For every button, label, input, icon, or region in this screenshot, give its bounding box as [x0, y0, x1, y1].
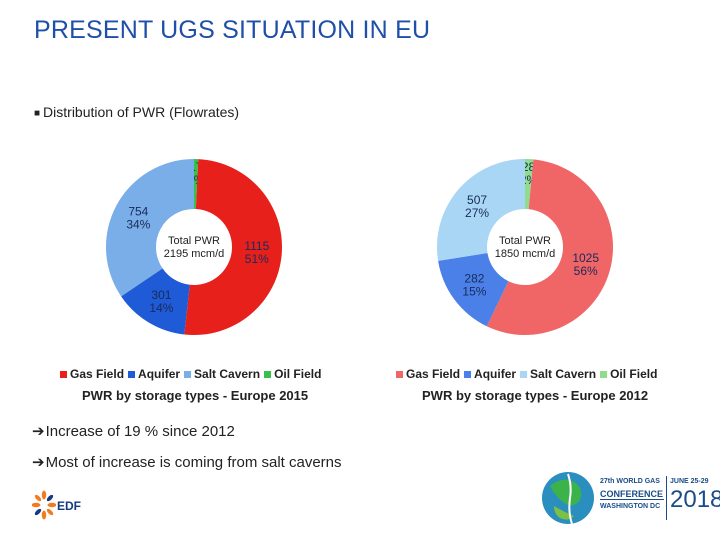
note-salt-caverns: ➔Most of increase is coming from salt ca…: [32, 453, 342, 471]
legend-item-gas-field-2012: Gas Field: [396, 367, 460, 381]
conf-vertical-divider: [666, 476, 667, 520]
slide-title: PRESENT UGS SITUATION IN EU: [34, 16, 431, 44]
legend-item-salt-cavern-2015: Salt Cavern: [184, 367, 260, 381]
globe-icon: [542, 472, 594, 525]
legend-item-oil-field-2015: Oil Field: [264, 367, 321, 381]
legend-label-gas-field-2015: Gas Field: [70, 367, 125, 381]
slice-oil-field-2015: [194, 159, 199, 210]
legend-label-salt-cavern-2012: Salt Cavern: [530, 367, 597, 381]
conf-line3: WASHINGTON DC: [600, 503, 661, 510]
slice-gas-field-2015: [184, 159, 283, 336]
slice-label-gas-field-2012: 1025 56%: [572, 251, 599, 278]
legend-label-salt-cavern-2015: Salt Cavern: [194, 367, 261, 381]
slice-label-salt-cavern-2015: 754 34%: [126, 204, 150, 231]
legend-2015: Gas Field Aquifer Salt Cavern Oil Field: [60, 367, 321, 381]
legend-swatch-oil-field-2015: [264, 370, 272, 378]
legend-swatch-gas-field-2012: [396, 370, 403, 378]
legend-item-aquifer-2012: Aquifer: [464, 367, 516, 381]
legend-label-oil-field-2012: Oil Field: [610, 367, 658, 381]
bullet-text: Distribution of PWR (Flowrates): [43, 104, 240, 120]
conf-line2: CONFERENCE: [600, 489, 664, 499]
center-label-2015: Total PWR 2195 mcm/d: [164, 235, 225, 260]
slice-label-aquifer-2015: 301 14%: [149, 288, 173, 315]
legend-label-oil-field-2015: Oil Field: [274, 367, 322, 381]
legend-swatch-salt-cavern-2015: [184, 370, 192, 378]
legend-label-aquifer-2012: Aquifer: [474, 367, 517, 381]
slice-label-aquifer-2012: 282 15%: [462, 272, 486, 299]
note-increase: ➔Increase of 19 % since 2012: [32, 422, 235, 440]
edf-flower-icon: [31, 490, 57, 520]
legend-item-gas-field-2015: Gas Field: [60, 367, 124, 381]
slice-aquifer-2015: [121, 268, 190, 335]
slice-salt-cavern-2015: [106, 159, 194, 297]
note-salt-text: Most of increase is coming from salt cav…: [45, 454, 342, 471]
legend-item-aquifer-2015: Aquifer: [128, 367, 180, 381]
legend-2012: Gas Field Aquifer Salt Cavern Oil Field: [396, 367, 657, 381]
wgc-2018-logo: 27th WORLD GAS CONFERENCE WASHINGTON DC …: [540, 466, 720, 530]
slice-oil-field-2012: [525, 159, 534, 210]
bullet-distribution: ■ Distribution of PWR (Flowrates): [34, 104, 239, 120]
arrow-right-icon: ➔: [32, 454, 45, 471]
center-label-2012: Total PWR 1850 mcm/d: [495, 235, 556, 260]
legend-label-gas-field-2012: Gas Field: [406, 367, 461, 381]
legend-swatch-salt-cavern-2012: [520, 370, 528, 378]
chart-caption-2012: PWR by storage types - Europe 2012: [422, 388, 649, 403]
bullet-square-icon: ■: [34, 108, 41, 119]
conf-line1: 27th WORLD GAS: [600, 478, 660, 485]
edf-logo-text: EDF: [57, 499, 81, 513]
slice-label-salt-cavern-2012: 507 27%: [465, 193, 489, 220]
note-increase-text: Increase of 19 % since 2012: [45, 423, 235, 440]
slice-gas-field-2012: [486, 159, 613, 335]
legend-swatch-aquifer-2012: [464, 370, 472, 378]
legend-label-aquifer-2015: Aquifer: [138, 367, 181, 381]
conf-dates: JUNE 25-29: [670, 478, 709, 485]
arrow-right-icon: ➔: [32, 423, 45, 440]
legend-swatch-oil-field-2012: [600, 370, 608, 378]
edf-logo: EDF: [31, 490, 81, 525]
chart-caption-2015: PWR by storage types - Europe 2015: [82, 388, 309, 403]
legend-item-oil-field-2012: Oil Field: [600, 367, 657, 381]
slice-aquifer-2012: [438, 253, 509, 327]
legend-swatch-gas-field-2015: [60, 370, 67, 378]
slice-salt-cavern-2012: [436, 159, 525, 261]
conf-divider: [600, 499, 664, 500]
slice-label-gas-field-2015: 1115 51%: [244, 239, 269, 266]
conf-year: 2018: [670, 486, 720, 513]
legend-swatch-aquifer-2015: [128, 370, 136, 378]
legend-item-salt-cavern-2012: Salt Cavern: [520, 367, 596, 381]
